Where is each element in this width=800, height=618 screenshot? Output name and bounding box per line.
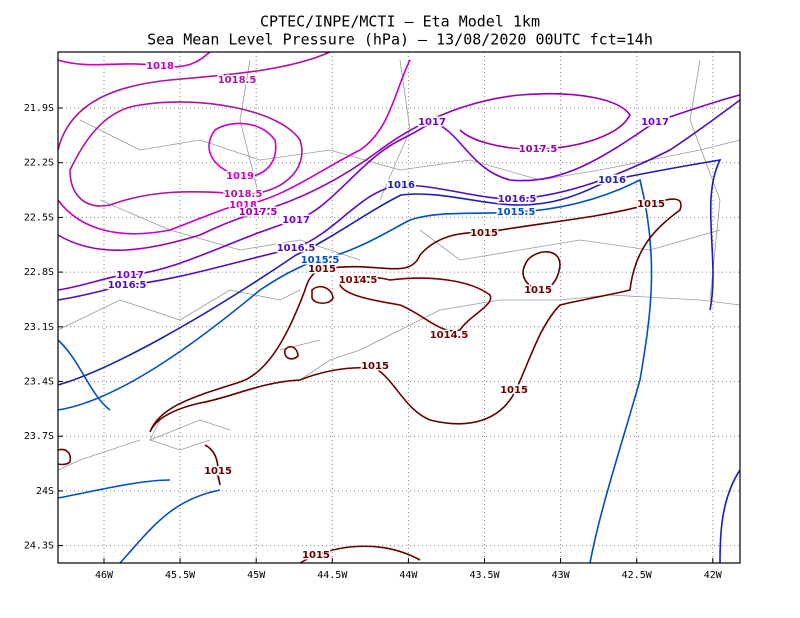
contour-label: 1015.5 — [301, 255, 340, 266]
boundaries — [57, 59, 741, 486]
lon-label: 45.5W — [165, 570, 196, 581]
lat-label: 24S — [36, 486, 54, 497]
lat-label: 22.2S — [24, 158, 54, 169]
contour-label: 1017 — [116, 270, 144, 281]
contour-label: 1017.5 — [239, 207, 278, 218]
contour-label: 1018 — [229, 200, 257, 211]
lon-label: 42W — [704, 570, 723, 581]
lon-label: 43W — [552, 570, 571, 581]
lon-label: 46W — [95, 570, 114, 581]
map-title: CPTEC/INPE/MCTI – Eta Model 1km — [260, 13, 540, 31]
lon-label: 42.5W — [622, 570, 653, 581]
contours — [57, 51, 741, 564]
contour-label: 1018.5 — [224, 189, 263, 200]
contour-label: 1018.5 — [218, 75, 257, 86]
contour-label: 1015 — [524, 285, 552, 296]
contour-label: 1015 — [500, 385, 528, 396]
contour-label: 1018 — [146, 61, 174, 72]
contour-label: 1016 — [387, 180, 415, 191]
lat-label: 24.3S — [24, 541, 54, 552]
contour-label: 1017 — [418, 117, 446, 128]
contour-label: 1016 — [598, 175, 626, 186]
contour-label: 1016.5 — [108, 280, 147, 291]
contour-label: 1017.5 — [519, 144, 558, 155]
lat-label: 22.5S — [24, 212, 54, 223]
contour-label: 1015 — [204, 466, 232, 477]
contour-label: 1016.5 — [498, 194, 537, 205]
map-subtitle: Sea Mean Level Pressure (hPa) – 13/08/20… — [147, 31, 653, 49]
lat-label: 23.7S — [24, 431, 54, 442]
contour-label: 1015 — [308, 264, 336, 275]
contour-label: 1014.5 — [430, 330, 469, 341]
contour-label: 1015 — [302, 550, 330, 561]
contour-label: 1019 — [226, 171, 254, 182]
lat-label: 23.4S — [24, 377, 54, 388]
contour-label: 1016.5 — [277, 243, 316, 254]
contour-label: 1014.5 — [339, 275, 378, 286]
graticule: 21.9S 22.2S 22.5S 22.8S 23.1S 23.4S 23.7S 24S 24… — [24, 52, 740, 581]
lat-label: 21.9S — [24, 103, 54, 114]
lat-label: 22.8S — [24, 267, 54, 278]
contour-label: 1017 — [641, 117, 669, 128]
map-frame — [57, 51, 741, 564]
lon-label: 45W — [247, 570, 266, 581]
contour-label: 1015 — [361, 361, 389, 372]
lon-label: 43.5W — [469, 570, 500, 581]
lat-label: 23.1S — [24, 322, 54, 333]
contour-label: 1017 — [282, 215, 310, 226]
lon-label: 44.5W — [317, 570, 348, 581]
contour-label: 1015.5 — [497, 207, 536, 218]
contour-label: 1015 — [470, 228, 498, 239]
contour-label: 1015 — [637, 199, 665, 210]
lon-label: 44W — [399, 570, 418, 581]
